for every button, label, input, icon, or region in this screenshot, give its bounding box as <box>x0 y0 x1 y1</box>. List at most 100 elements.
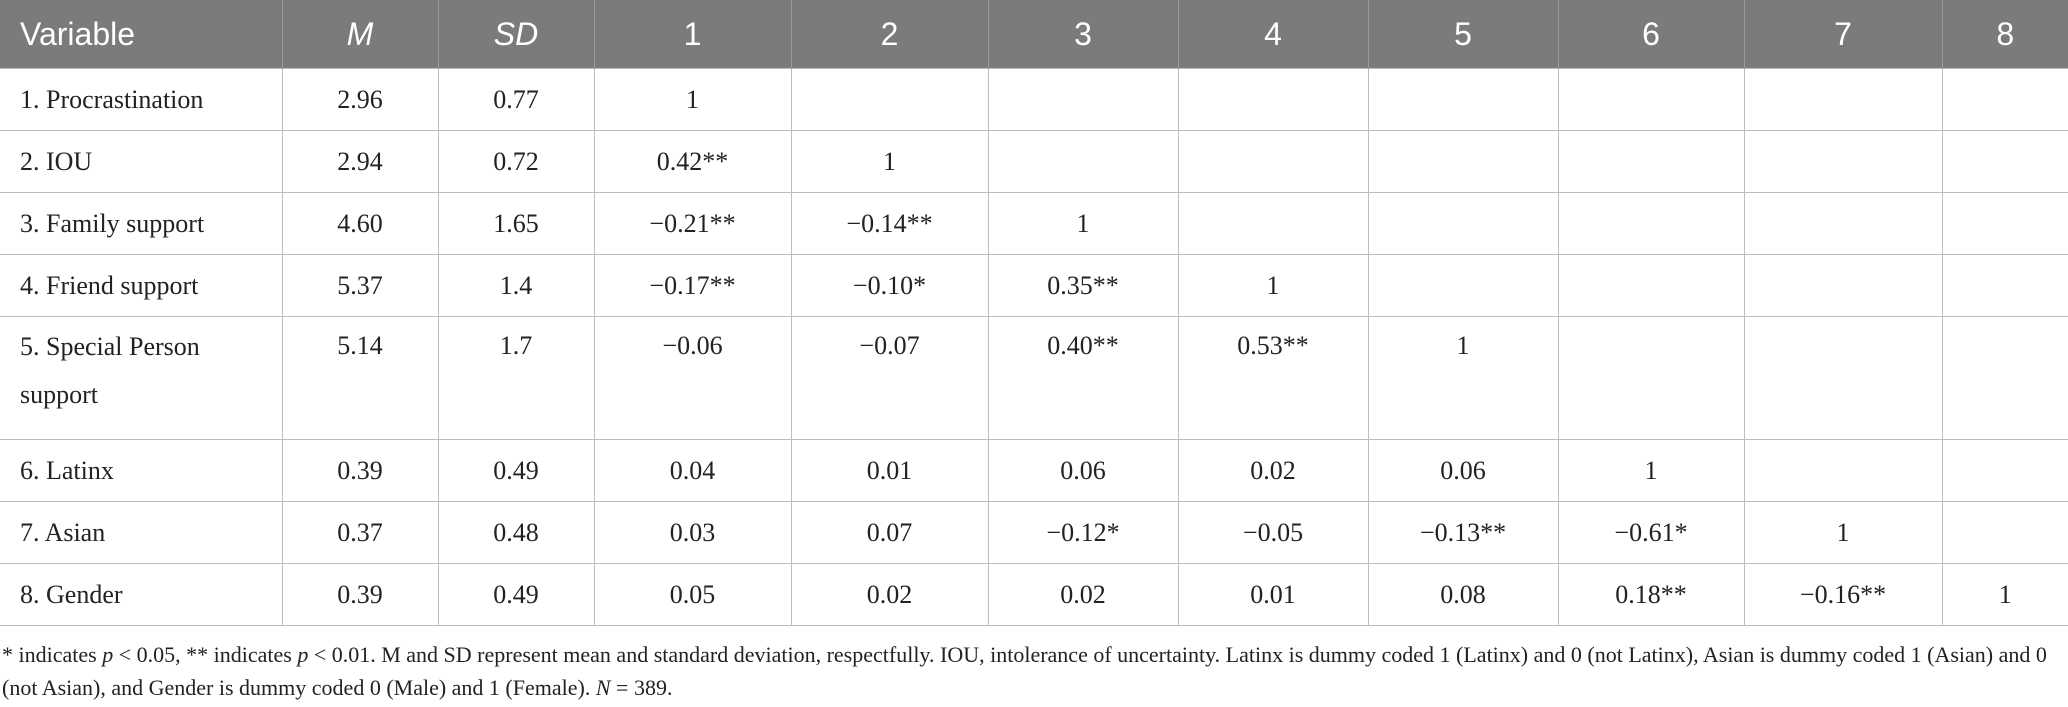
header-col-7: 7 <box>1744 0 1943 69</box>
correlation-cell: −0.16** <box>1743 563 1943 626</box>
correlation-cell: 0.01 <box>790 439 989 502</box>
footnote-n-value: = 389. <box>610 675 673 700</box>
sd-cell: 1.7 <box>437 316 595 440</box>
correlation-cell: −0.14** <box>790 192 989 255</box>
header-sd: SD <box>438 0 595 69</box>
correlation-cell: 0.01 <box>1177 563 1369 626</box>
correlation-cell: 0.02 <box>790 563 989 626</box>
footnote-text-1: * indicates <box>2 642 103 667</box>
correlation-cell <box>1941 501 2068 564</box>
table-row: 1. Procrastination 2.96 0.77 1 <box>0 68 2068 131</box>
correlation-cell <box>1177 192 1369 255</box>
table-row: 2. IOU 2.94 0.72 0.42** 1 <box>0 130 2068 193</box>
correlation-cell: 0.04 <box>593 439 792 502</box>
table-row: 4. Friend support 5.37 1.4 −0.17** −0.10* 0.3… <box>0 254 2068 317</box>
sd-cell: 0.49 <box>437 563 595 626</box>
sd-cell: 0.77 <box>437 68 595 131</box>
variable-name-cell: 8. Gender <box>0 563 283 626</box>
correlation-cell: 0.35** <box>987 254 1179 317</box>
correlation-cell <box>1941 68 2068 131</box>
footnote-p-symbol-1: p <box>102 642 114 667</box>
correlation-cell <box>1941 439 2068 502</box>
correlation-cell <box>1941 130 2068 193</box>
correlation-cell: 0.03 <box>593 501 792 564</box>
table-row: 5. Special Person support 5.14 1.7 −0.06 −0.… <box>0 316 2068 440</box>
header-col-1: 1 <box>594 0 792 69</box>
footnote-p-symbol-2: p <box>297 642 309 667</box>
variable-name-cell: 7. Asian <box>0 501 283 564</box>
correlation-cell: 1 <box>1557 439 1745 502</box>
table-footnote: * indicates p < 0.05, ** indicates p < 0… <box>0 626 2068 704</box>
correlation-cell: −0.06 <box>593 316 792 440</box>
correlation-cell: −0.07 <box>790 316 989 440</box>
table-row: 7. Asian 0.37 0.48 0.03 0.07 −0.12* −0.05 −0.13… <box>0 501 2068 564</box>
correlation-cell: 0.42** <box>593 130 792 193</box>
header-row: Variable M SD 1 2 3 4 5 6 7 8 <box>0 0 2068 69</box>
correlation-cell: −0.13** <box>1367 501 1559 564</box>
correlation-cell <box>1557 68 1745 131</box>
header-col-3: 3 <box>988 0 1179 69</box>
header-variable: Variable <box>0 0 283 69</box>
correlation-cell <box>1557 316 1745 440</box>
mean-cell: 2.96 <box>281 68 439 131</box>
correlation-cell: 0.06 <box>987 439 1179 502</box>
header-col-6: 6 <box>1558 0 1745 69</box>
correlation-cell: 1 <box>790 130 989 193</box>
correlation-cell: 0.06 <box>1367 439 1559 502</box>
correlation-cell: −0.12* <box>987 501 1179 564</box>
correlation-cell: −0.21** <box>593 192 792 255</box>
header-col-8: 8 <box>1942 0 2068 69</box>
correlation-cell <box>987 130 1179 193</box>
mean-cell: 0.39 <box>281 439 439 502</box>
mean-cell: 5.37 <box>281 254 439 317</box>
table-row: 8. Gender 0.39 0.49 0.05 0.02 0.02 0.01 0.08 0.1… <box>0 563 2068 626</box>
correlation-cell: 1 <box>987 192 1179 255</box>
correlation-cell <box>1743 254 1943 317</box>
correlation-cell: 1 <box>1743 501 1943 564</box>
correlation-cell <box>790 68 989 131</box>
correlation-cell <box>1557 130 1745 193</box>
correlation-cell: 0.07 <box>790 501 989 564</box>
sd-cell: 0.72 <box>437 130 595 193</box>
correlation-cell <box>1177 68 1369 131</box>
correlation-cell <box>1743 316 1943 440</box>
header-col-4: 4 <box>1178 0 1369 69</box>
correlation-cell: 0.53** <box>1177 316 1369 440</box>
correlation-cell <box>1367 130 1559 193</box>
mean-cell: 2.94 <box>281 130 439 193</box>
table-body: 1. Procrastination 2.96 0.77 1 2. IOU 2.94 0.7… <box>0 68 2068 626</box>
table-row: 6. Latinx 0.39 0.49 0.04 0.01 0.06 0.02 0.06 1 <box>0 439 2068 502</box>
sd-cell: 1.65 <box>437 192 595 255</box>
correlation-cell <box>1557 192 1745 255</box>
mean-cell: 4.60 <box>281 192 439 255</box>
correlation-cell <box>1743 439 1943 502</box>
correlation-cell: −0.61* <box>1557 501 1745 564</box>
correlation-cell <box>1743 192 1943 255</box>
correlation-cell <box>987 68 1179 131</box>
correlation-cell: −0.17** <box>593 254 792 317</box>
correlation-cell <box>1367 192 1559 255</box>
footnote-text-2: < 0.05, ** indicates <box>113 642 298 667</box>
correlation-cell <box>1941 316 2068 440</box>
sd-cell: 1.4 <box>437 254 595 317</box>
correlation-cell: 0.40** <box>987 316 1179 440</box>
variable-name-cell: 2. IOU <box>0 130 283 193</box>
correlation-cell <box>1743 130 1943 193</box>
correlation-cell: 1 <box>1941 563 2068 626</box>
correlation-table: Variable M SD 1 2 3 4 5 6 7 8 1. Procras… <box>0 0 2068 626</box>
correlation-cell: 0.08 <box>1367 563 1559 626</box>
variable-name-cell: 5. Special Person support <box>0 316 283 440</box>
footnote-text-3: < 0.01. M and SD represent mean and stan… <box>2 642 2047 700</box>
sd-cell: 0.49 <box>437 439 595 502</box>
correlation-cell <box>1557 254 1745 317</box>
footnote-n-symbol: N <box>595 675 611 700</box>
correlation-cell: 0.18** <box>1557 563 1745 626</box>
correlation-cell: 0.05 <box>593 563 792 626</box>
mean-cell: 5.14 <box>281 316 439 440</box>
correlation-cell: 0.02 <box>1177 439 1369 502</box>
correlation-cell: −0.05 <box>1177 501 1369 564</box>
correlation-cell: −0.10* <box>790 254 989 317</box>
correlation-cell <box>1367 68 1559 131</box>
variable-name-cell: 3. Family support <box>0 192 283 255</box>
